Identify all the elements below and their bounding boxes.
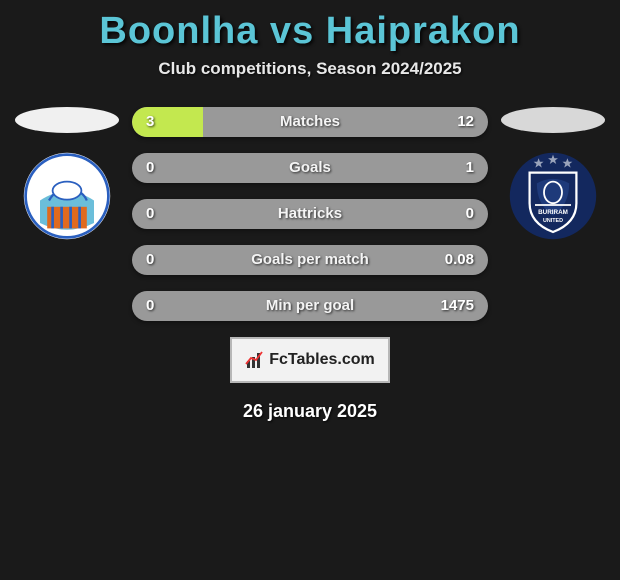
stat-label: Hattricks xyxy=(132,199,488,229)
right-team-column: BURIRAM UNITED xyxy=(498,107,608,241)
comparison-date: 26 january 2025 xyxy=(132,401,488,422)
stat-bar: 0Hattricks0 xyxy=(132,199,488,229)
stat-label: Min per goal xyxy=(132,291,488,321)
stat-right-value: 1 xyxy=(466,153,474,183)
right-team-badge: BURIRAM UNITED xyxy=(508,151,598,241)
stat-label: Goals per match xyxy=(132,245,488,275)
fctables-logo[interactable]: FcTables.com xyxy=(230,337,390,383)
stat-right-value: 1475 xyxy=(441,291,474,321)
right-team-placeholder-ellipse xyxy=(501,107,605,133)
stat-bar: 0Goals1 xyxy=(132,153,488,183)
stats-column: 3Matches120Goals10Hattricks00Goals per m… xyxy=(132,107,488,422)
svg-text:BURIRAM: BURIRAM xyxy=(538,209,568,216)
fctables-logo-text: FcTables.com xyxy=(269,351,375,369)
stat-bar: 0Goals per match0.08 xyxy=(132,245,488,275)
svg-text:UNITED: UNITED xyxy=(543,218,563,224)
stat-bar: 3Matches12 xyxy=(132,107,488,137)
stat-right-value: 0 xyxy=(466,199,474,229)
main-row: 3Matches120Goals10Hattricks00Goals per m… xyxy=(0,107,620,422)
stat-label: Goals xyxy=(132,153,488,183)
stat-right-value: 12 xyxy=(457,107,474,137)
left-team-placeholder-ellipse xyxy=(15,107,119,133)
left-team-column xyxy=(12,107,122,241)
bar-chart-icon xyxy=(245,350,265,370)
stat-label: Matches xyxy=(132,107,488,137)
stat-bar: 0Min per goal1475 xyxy=(132,291,488,321)
left-team-badge xyxy=(22,151,112,241)
comparison-card: Boonlha vs Haiprakon Club competitions, … xyxy=(0,0,620,422)
page-title: Boonlha vs Haiprakon xyxy=(0,10,620,53)
stat-right-value: 0.08 xyxy=(445,245,474,275)
subtitle: Club competitions, Season 2024/2025 xyxy=(0,59,620,79)
